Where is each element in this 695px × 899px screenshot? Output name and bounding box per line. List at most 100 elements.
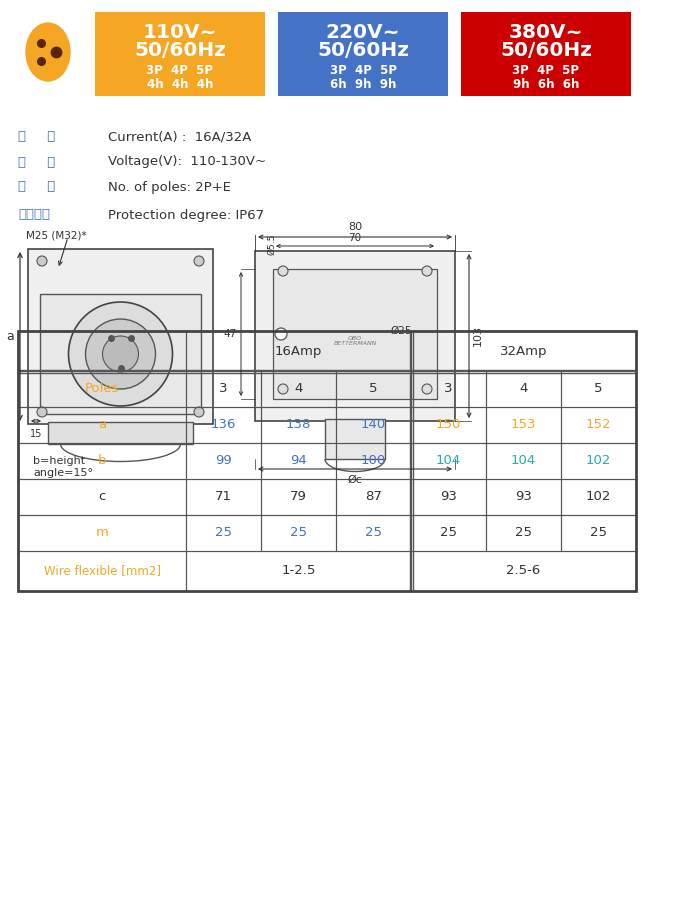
Bar <box>18 331 186 371</box>
Text: 25: 25 <box>590 527 607 539</box>
Circle shape <box>37 407 47 417</box>
Bar <box>40 294 201 414</box>
Text: 3P  4P  5P: 3P 4P 5P <box>147 65 213 77</box>
Bar <box>561 515 636 551</box>
Bar <box>411 479 486 515</box>
Bar <box>18 551 186 591</box>
Circle shape <box>278 266 288 276</box>
Bar <box>18 331 636 591</box>
Bar <box>18 407 186 443</box>
Text: 153: 153 <box>511 419 537 432</box>
Text: 25: 25 <box>290 527 307 539</box>
Text: 103: 103 <box>473 325 483 346</box>
Text: 99: 99 <box>215 455 232 467</box>
Text: 25: 25 <box>440 527 457 539</box>
Text: 15: 15 <box>30 429 42 439</box>
Text: 93: 93 <box>440 491 457 503</box>
Bar <box>561 479 636 515</box>
Bar <box>18 515 186 551</box>
Text: Protection degree: IP67: Protection degree: IP67 <box>108 209 264 221</box>
Bar <box>486 443 561 479</box>
Bar <box>411 551 636 591</box>
Text: 5: 5 <box>369 382 378 396</box>
Bar <box>261 407 336 443</box>
Bar <box>28 249 213 424</box>
Bar <box>95 12 265 96</box>
Bar <box>411 371 486 407</box>
Text: 220V~: 220V~ <box>326 22 400 41</box>
Bar <box>486 479 561 515</box>
Bar <box>336 443 411 479</box>
Text: 25: 25 <box>365 527 382 539</box>
Text: 3P  4P  5P: 3P 4P 5P <box>512 65 580 77</box>
Bar <box>411 331 636 371</box>
Bar <box>186 443 261 479</box>
Ellipse shape <box>26 23 70 81</box>
Bar <box>261 515 336 551</box>
Bar <box>486 371 561 407</box>
Text: 100: 100 <box>361 455 386 467</box>
Bar <box>18 371 186 407</box>
Text: OBO
BETTERMANN: OBO BETTERMANN <box>334 335 377 346</box>
Bar <box>261 443 336 479</box>
Text: m: m <box>96 527 108 539</box>
Text: 极     数: 极 数 <box>18 181 55 193</box>
Bar <box>336 371 411 407</box>
Bar <box>18 479 186 515</box>
Text: Current(A) :  16A/32A: Current(A) : 16A/32A <box>108 130 252 144</box>
Circle shape <box>69 302 172 406</box>
Text: 138: 138 <box>286 419 311 432</box>
Circle shape <box>102 336 138 372</box>
Text: 3P  4P  5P: 3P 4P 5P <box>329 65 397 77</box>
Bar <box>186 551 411 591</box>
Bar <box>261 371 336 407</box>
Bar <box>561 443 636 479</box>
Text: 50/60Hz: 50/60Hz <box>134 40 226 59</box>
Text: 4h  4h  4h: 4h 4h 4h <box>147 78 213 92</box>
Circle shape <box>194 407 204 417</box>
Text: 47: 47 <box>224 329 237 339</box>
Text: 104: 104 <box>436 455 461 467</box>
Text: 380V~: 380V~ <box>509 22 583 41</box>
Text: 3: 3 <box>219 382 228 396</box>
Text: Øc: Øc <box>348 475 362 485</box>
Text: 71: 71 <box>215 491 232 503</box>
Text: 6h  9h  9h: 6h 9h 9h <box>330 78 396 92</box>
Bar <box>336 515 411 551</box>
Text: c: c <box>98 491 106 503</box>
Circle shape <box>422 384 432 394</box>
Text: 50/60Hz: 50/60Hz <box>317 40 409 59</box>
Bar <box>273 269 437 399</box>
Text: Wire flexible [mm2]: Wire flexible [mm2] <box>44 565 161 577</box>
Text: b=height: b=height <box>33 456 85 466</box>
Text: 104: 104 <box>511 455 536 467</box>
Text: 16Amp: 16Amp <box>275 344 322 358</box>
Text: 3: 3 <box>444 382 452 396</box>
Bar <box>336 479 411 515</box>
Text: 2.5-6: 2.5-6 <box>507 565 541 577</box>
Bar <box>411 515 486 551</box>
Circle shape <box>275 328 287 340</box>
Text: 50/60Hz: 50/60Hz <box>500 40 592 59</box>
Text: 9h  6h  6h: 9h 6h 6h <box>513 78 579 92</box>
Text: a: a <box>6 330 14 343</box>
Text: 110V~: 110V~ <box>142 22 218 41</box>
Bar <box>278 12 448 96</box>
Text: 防护等级: 防护等级 <box>18 209 50 221</box>
Circle shape <box>85 319 156 389</box>
Bar <box>48 422 193 444</box>
Bar <box>411 443 486 479</box>
Text: 4: 4 <box>519 382 528 396</box>
Bar <box>411 407 486 443</box>
Circle shape <box>37 256 47 266</box>
Bar <box>186 331 411 371</box>
Bar <box>561 371 636 407</box>
Bar <box>461 12 631 96</box>
Text: 140: 140 <box>361 419 386 432</box>
Bar <box>486 407 561 443</box>
Bar <box>186 371 261 407</box>
Text: 93: 93 <box>515 491 532 503</box>
Circle shape <box>194 256 204 266</box>
Bar <box>186 479 261 515</box>
Bar <box>255 251 455 421</box>
